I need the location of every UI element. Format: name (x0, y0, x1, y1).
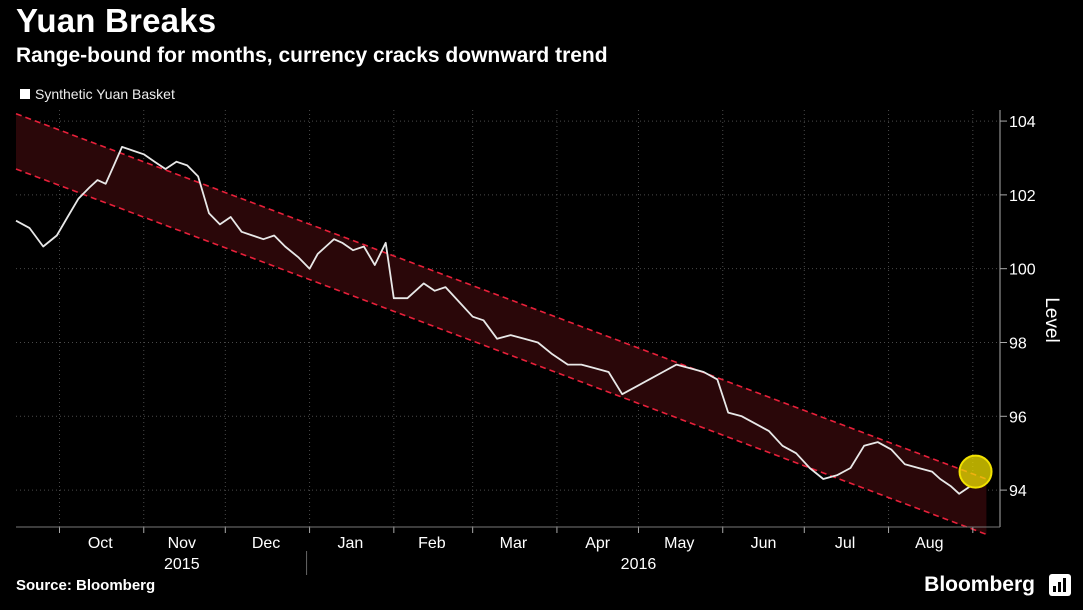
breakout-marker-layer (958, 454, 993, 489)
y-tick-label: 98 (1009, 335, 1027, 352)
y-tick-label: 94 (1009, 483, 1027, 500)
chart-title: Yuan Breaks (16, 2, 217, 39)
x-tick-label: Mar (500, 535, 528, 552)
x-year-label: 2016 (621, 556, 657, 573)
x-tick-label: May (664, 535, 694, 552)
bloomberg-chart-icon (1049, 574, 1071, 596)
trend-channel (15, 112, 987, 536)
legend: Synthetic Yuan Basket (20, 86, 175, 102)
y-axis-label: Level (1041, 297, 1062, 342)
source-note: Source: Bloomberg (16, 577, 156, 594)
x-tick-label: Aug (915, 535, 943, 552)
breakout-highlight-circle (958, 454, 993, 489)
y-tick-label: 102 (1009, 188, 1036, 205)
brand-logo-text: Bloomberg (924, 573, 1035, 596)
series-line-synthetic-yuan-basket (15, 145, 971, 495)
x-tick-label: Jan (337, 535, 363, 552)
y-tick-label: 104 (1009, 114, 1036, 131)
x-year-label: 2015 (164, 556, 200, 573)
x-tick-label: Dec (252, 535, 280, 552)
grid-lines (16, 110, 1000, 527)
y-axis: 94 96 98 100 102 104 (999, 110, 1036, 527)
x-tick-label: Jun (751, 535, 777, 552)
y-tick-label: 100 (1009, 262, 1036, 279)
trend-upper-line (15, 112, 987, 480)
x-tick-label: Jul (835, 535, 855, 552)
trend-lower-line (15, 168, 987, 536)
y-tick-label: 96 (1009, 409, 1027, 426)
trend-channel-fill (16, 113, 987, 535)
x-tick-label: Apr (585, 535, 611, 552)
legend-swatch (20, 89, 30, 99)
x-tick-label: Nov (168, 535, 196, 552)
chart-plot: 94 96 98 100 102 104 Oct Nov Dec Jan Feb Mar Apr May… (15, 110, 1062, 575)
legend-label: Synthetic Yuan Basket (35, 86, 175, 102)
x-tick-label: Feb (418, 535, 446, 552)
series-line-layer (15, 145, 971, 495)
chart-subtitle: Range-bound for months, currency cracks … (16, 44, 608, 67)
x-axis: Oct Nov Dec Jan Feb Mar Apr May Jun Jul Aug 2015 201… (16, 526, 1000, 575)
x-tick-label: Oct (88, 535, 113, 552)
